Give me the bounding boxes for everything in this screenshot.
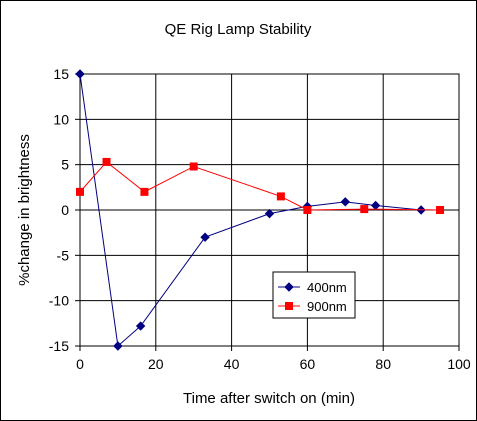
data-point-400nm (200, 232, 210, 242)
x-tick-label: 0 (76, 356, 84, 372)
y-axis-label: %change in brightness (16, 134, 33, 286)
legend-marker-900nm (285, 302, 293, 310)
series-line-900nm (79, 161, 441, 211)
y-tick-label: -15 (49, 338, 69, 354)
x-tick-label: 40 (224, 356, 240, 372)
x-axis-label: Time after switch on (min) (183, 390, 355, 407)
y-tick-label: 5 (61, 157, 69, 173)
x-tick-label: 60 (300, 356, 316, 372)
chart-title: QE Rig Lamp Stability (165, 21, 312, 38)
x-tick-label: 100 (447, 356, 471, 372)
x-tick-label: 80 (375, 356, 391, 372)
data-point-900nm (140, 187, 149, 196)
series-400nm (75, 69, 426, 351)
data-point-900nm (276, 192, 285, 201)
y-tick-label: -10 (49, 293, 69, 309)
data-point-400nm (264, 208, 275, 219)
legend: 400nm 900nm (272, 271, 356, 319)
data-point-400nm (370, 200, 381, 211)
legend-marker-400nm (284, 282, 294, 292)
axis-ticks: 0 20 40 60 80 100 15 10 5 0 -5 -10 -15 (49, 66, 471, 372)
y-tick-label: 10 (53, 111, 69, 127)
y-tick-label: -5 (57, 247, 70, 263)
legend-entry-900nm: 900nm (278, 299, 347, 314)
legend-label-400nm: 400nm (307, 280, 347, 295)
y-tick-label: 15 (53, 66, 69, 82)
data-point-900nm (436, 206, 445, 214)
x-tick-label: 20 (148, 356, 164, 372)
data-point-400nm (113, 341, 123, 351)
data-point-900nm (189, 162, 198, 171)
y-tick-label: 0 (61, 202, 69, 218)
data-point-900nm (102, 157, 111, 166)
legend-entry-400nm: 400nm (278, 280, 347, 295)
legend-label-900nm: 900nm (307, 299, 347, 314)
legend-box (272, 271, 356, 319)
data-point-400nm (135, 321, 146, 331)
series-layer (75, 69, 445, 351)
data-point-900nm (76, 187, 84, 196)
series-900nm (76, 157, 445, 214)
data-point-400nm (75, 69, 85, 79)
data-point-400nm (340, 197, 351, 207)
data-point-900nm (360, 205, 369, 214)
data-point-900nm (303, 206, 312, 214)
